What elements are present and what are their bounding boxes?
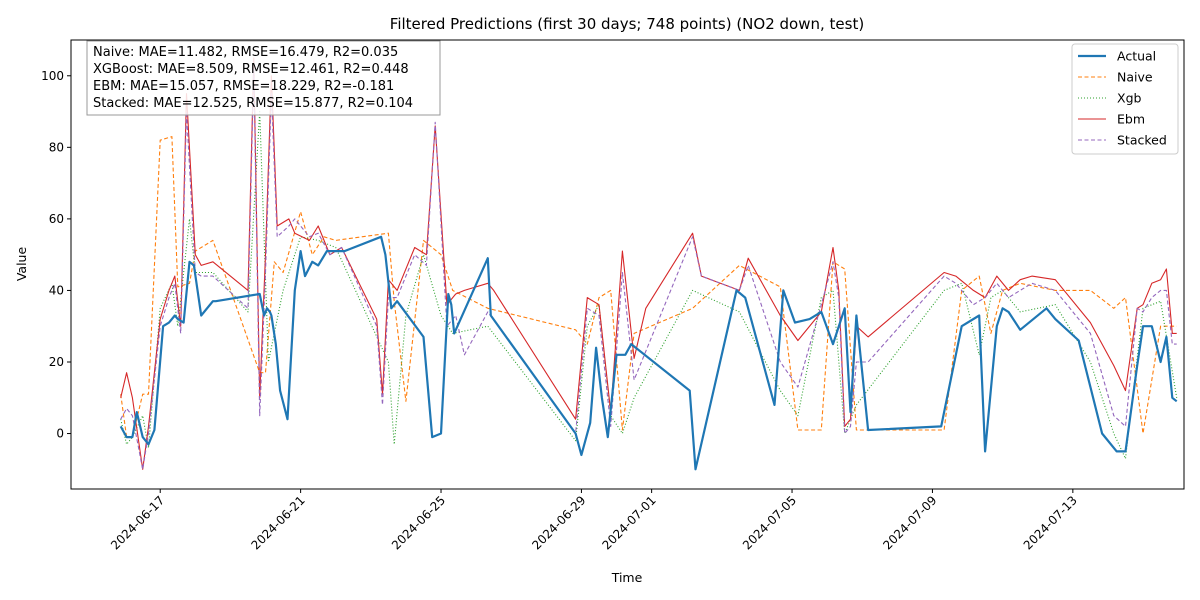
plot-frame [70,39,1185,490]
legend-label-naive: Naive [1117,70,1153,85]
y-tick-label: 80 [49,140,64,154]
series-line-xgb [120,111,1178,460]
y-tick-label: 40 [49,283,64,297]
chart-title: Filtered Predictions (first 30 days; 748… [390,15,864,33]
series-line-actual [119,235,1178,471]
x-axis: 2024-06-17 2024-06-21 2024-06-25 2024-06-29… [108,489,1080,552]
legend-label-ebm: Ebm [1117,112,1145,127]
y-tick-label: 100 [41,69,64,83]
y-axis: 0 20 40 60 80 100 [41,69,71,441]
x-tick-label: 2024-07-13 [1021,493,1080,552]
legend-box [1071,43,1179,155]
x-tick-label: 2024-07-09 [880,493,939,552]
series-line-ebm [120,57,1177,470]
series-line-naive [120,136,1177,438]
x-tick-label: 2024-06-29 [529,493,588,552]
x-axis-label: Time [611,570,643,585]
annotation-line-xgboost: XGBoost: MAE=8.509, RMSE=12.461, R2=0.44… [93,62,409,77]
annotation-line-ebm: EBM: MAE=15.057, RMSE=18.229, R2=-0.181 [93,79,394,94]
annotation-box [86,40,441,116]
legend: Actual Naive Xgb Ebm Stacked [1071,43,1179,155]
x-tick-label: 2024-06-17 [108,493,167,552]
series-line-stacked [120,68,1177,470]
y-tick-label: 0 [56,427,64,441]
legend-label-stacked: Stacked [1117,133,1167,148]
legend-label-actual: Actual [1117,49,1156,64]
x-tick-label: 2024-06-25 [389,493,448,552]
metrics-annotation: Naive: MAE=11.482, RMSE=16.479, R2=0.035… [86,40,441,116]
x-tick-label: 2024-07-05 [740,493,799,552]
x-tick-label: 2024-07-01 [600,493,659,552]
x-tick-label: 2024-06-21 [249,493,308,552]
annotation-line-stacked: Stacked: MAE=12.525, RMSE=15.877, R2=0.1… [93,96,413,111]
plot-lines [119,57,1178,471]
y-tick-label: 60 [49,212,64,226]
legend-label-xgb: Xgb [1117,91,1141,106]
y-tick-label: 20 [49,355,64,369]
y-axis-label: Value [14,247,29,282]
annotation-line-naive: Naive: MAE=11.482, RMSE=16.479, R2=0.035 [93,45,398,60]
